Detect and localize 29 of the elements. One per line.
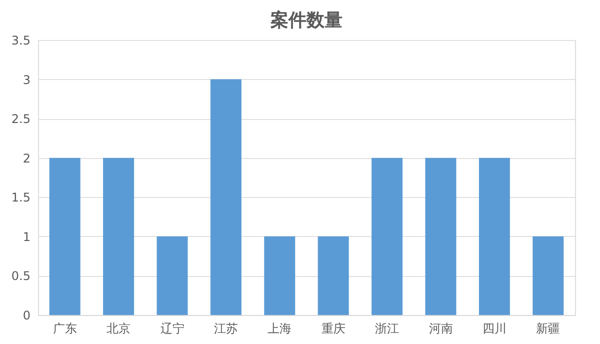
y-tick-label: 1: [22, 230, 30, 244]
bar: [532, 236, 564, 315]
bar: [156, 236, 188, 315]
bar: [372, 158, 403, 315]
bar: [103, 158, 134, 315]
y-tick-label: 0: [22, 308, 30, 322]
x-tick-label: 浙江: [375, 322, 400, 336]
bar: [478, 158, 510, 315]
bar: [425, 158, 456, 315]
x-tick-label: 河南: [428, 322, 453, 336]
chart-title: 案件数量: [270, 10, 342, 31]
x-tick-label: 江苏: [214, 322, 238, 336]
y-tick-label: 2: [22, 151, 30, 166]
x-tick-label: 四川: [482, 322, 506, 336]
x-tick-label: 重庆: [321, 322, 346, 336]
y-tick-label: 1.5: [11, 190, 30, 205]
x-tick-label: 新疆: [536, 322, 560, 336]
x-tick-label: 广东: [52, 322, 77, 336]
bar: [49, 158, 80, 315]
x-tick-label: 辽宁: [160, 322, 184, 336]
y-tick-label: 3: [22, 72, 30, 87]
x-tick-label: 上海: [268, 322, 292, 336]
y-tick-label: 2.5: [11, 112, 30, 126]
y-tick-label: 0.5: [11, 269, 30, 284]
x-tick-label: 北京: [106, 322, 131, 336]
bar: [264, 236, 296, 315]
y-tick-label: 3.5: [11, 34, 30, 48]
bar: [210, 79, 242, 315]
bar: [318, 236, 349, 315]
